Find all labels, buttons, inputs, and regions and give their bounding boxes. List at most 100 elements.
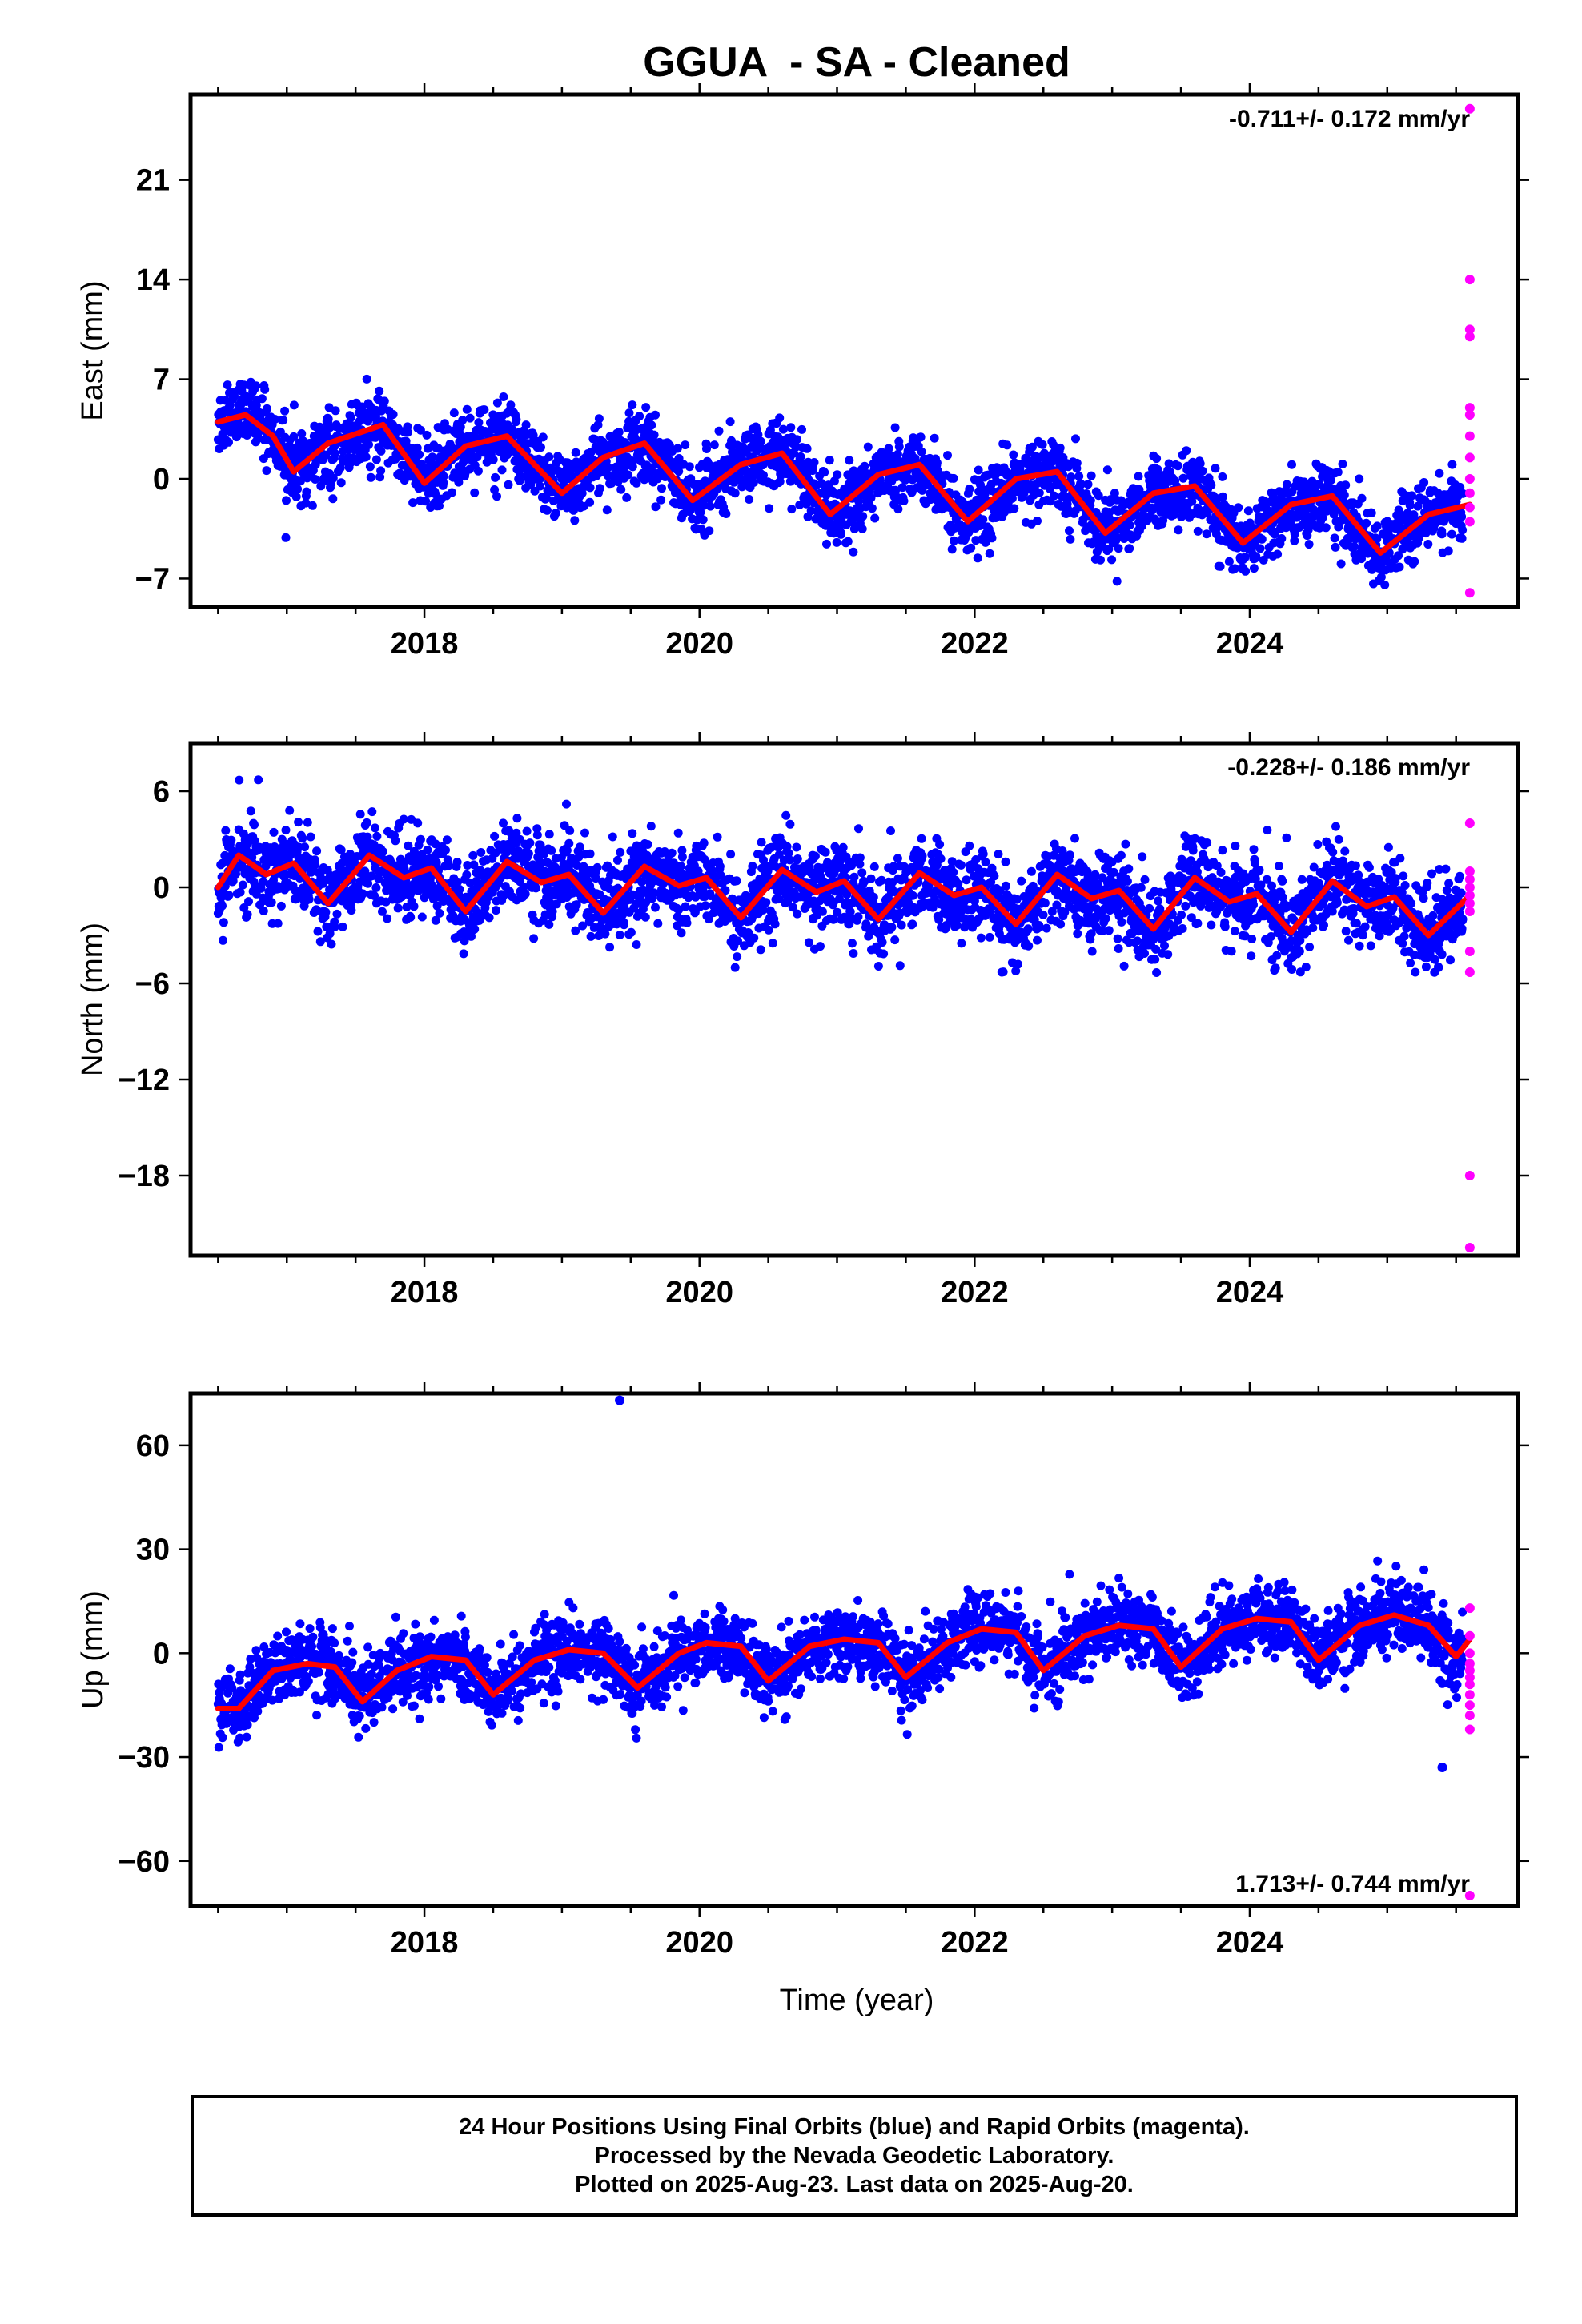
east-final-point (796, 452, 805, 461)
north-final-point (732, 876, 741, 886)
north-final-point (298, 834, 307, 843)
east-final-point (1435, 468, 1444, 478)
east-final-point (375, 386, 384, 396)
north-final-point (490, 831, 500, 841)
north-final-point (330, 922, 339, 931)
east-final-point (1277, 534, 1287, 543)
east-final-point (696, 508, 705, 517)
east-final-point (1187, 497, 1197, 506)
north-final-point (855, 853, 865, 862)
east-final-point (260, 384, 270, 394)
east-final-point (1107, 555, 1117, 565)
east-final-point (721, 509, 731, 518)
east-final-point (1282, 480, 1291, 489)
north-final-point (453, 877, 462, 887)
east-final-point (1341, 480, 1351, 490)
north-final-point (761, 898, 771, 907)
east-y-tick-label: −7 (135, 562, 170, 596)
north-final-point (219, 935, 227, 945)
east-final-point (632, 478, 641, 488)
east-final-point (331, 449, 340, 458)
east-final-point (917, 447, 926, 456)
east-final-point (1336, 559, 1346, 569)
east-final-point (1071, 434, 1080, 444)
east-final-point (1083, 480, 1093, 489)
north-final-point (849, 872, 859, 882)
north-final-point (733, 936, 742, 946)
east-final-point (860, 461, 869, 471)
east-final-point (289, 432, 299, 441)
north-final-point (866, 874, 876, 883)
east-final-point (280, 406, 290, 416)
east-final-point (504, 480, 513, 489)
east-final-point (930, 433, 939, 443)
east-final-point (480, 405, 489, 415)
north-final-point (730, 963, 740, 972)
north-final-point (721, 886, 730, 895)
north-final-point (524, 849, 533, 858)
north-final-point (499, 818, 508, 828)
east-rate-annotation: -0.711+/- 0.172 mm/yr (1229, 106, 1470, 132)
east-final-point (791, 442, 801, 452)
east-final-point (863, 442, 873, 452)
east-final-point (291, 492, 301, 501)
east-final-point (1114, 544, 1123, 553)
east-final-point (307, 501, 317, 510)
east-y-tick-label: 21 (136, 164, 170, 198)
east-final-point (674, 467, 684, 476)
north-final-point (626, 927, 636, 937)
east-final-point (282, 496, 291, 505)
north-final-point (810, 851, 820, 861)
east-final-point (1152, 454, 1162, 464)
north-final-point (592, 862, 602, 872)
east-final-point (1338, 460, 1347, 468)
east-rapid-point (1464, 410, 1475, 420)
east-final-point (239, 380, 249, 390)
east-final-point (1321, 523, 1331, 533)
north-final-point (355, 810, 365, 819)
north-final-point (407, 814, 416, 824)
north-final-point (897, 920, 906, 930)
east-final-point (1164, 459, 1174, 468)
north-final-point (571, 926, 580, 935)
east-rapid-orbit-points (1464, 103, 1475, 598)
east-final-point (1002, 440, 1012, 450)
north-final-point (733, 952, 742, 962)
north-final-point (250, 820, 259, 830)
north-final-point (701, 901, 710, 911)
east-rapid-point (1464, 502, 1475, 513)
north-final-point (492, 906, 500, 915)
north-final-point (674, 905, 684, 915)
north-final-point (784, 848, 793, 858)
east-final-point (651, 502, 661, 512)
north-final-point (877, 875, 886, 885)
north-final-point (873, 962, 883, 971)
north-final-point (423, 846, 432, 854)
north-final-point (788, 903, 797, 912)
north-final-point (374, 874, 383, 883)
north-final-point (908, 891, 917, 900)
north-final-point (869, 892, 878, 902)
north-final-point (514, 846, 524, 856)
north-final-point (243, 910, 252, 919)
north-final-point (854, 824, 863, 834)
north-final-point (613, 855, 622, 865)
east-final-point (978, 515, 988, 525)
east-final-point (365, 462, 375, 472)
east-final-point (1134, 472, 1143, 481)
east-final-point (1372, 521, 1382, 531)
east-final-point (543, 505, 552, 515)
north-final-point (673, 828, 683, 838)
north-final-point (580, 828, 589, 838)
east-final-point (1077, 480, 1086, 489)
north-final-point (615, 931, 624, 939)
north-final-point (821, 847, 830, 857)
north-final-point (547, 846, 556, 855)
north-final-point (372, 831, 382, 841)
east-final-point (473, 466, 483, 476)
east-final-point (512, 415, 521, 424)
east-final-point (628, 400, 637, 410)
north-final-point (917, 834, 926, 843)
east-final-point (950, 536, 958, 545)
